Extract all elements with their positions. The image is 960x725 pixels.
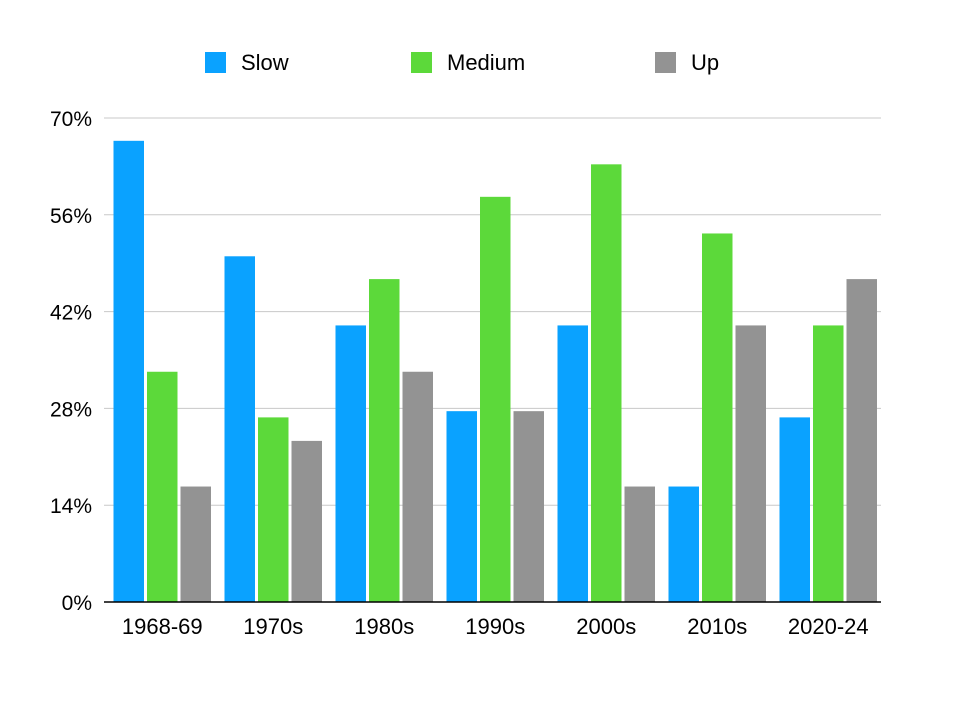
bar-up <box>180 486 211 602</box>
x-tick-label: 1968-69 <box>122 614 203 639</box>
bar-up <box>291 440 322 602</box>
bar-slow <box>779 417 810 602</box>
legend: Slow Medium Up <box>205 50 719 75</box>
bar-up <box>624 486 655 602</box>
bar-medium <box>702 233 733 602</box>
y-tick-label: 42% <box>50 302 92 325</box>
y-tick-label: 14% <box>50 495 92 518</box>
y-tick-label: 70% <box>50 108 92 131</box>
y-tick-label: 0% <box>62 592 92 615</box>
x-tick-label: 2020-24 <box>788 614 869 639</box>
legend-item-up: Up <box>655 50 719 75</box>
bar-up <box>735 325 766 602</box>
bar-slow <box>668 486 699 602</box>
legend-label: Slow <box>241 50 289 75</box>
bar-medium <box>147 371 178 602</box>
bar-medium <box>591 164 622 602</box>
bar-medium <box>813 325 844 602</box>
legend-item-slow: Slow <box>205 50 289 75</box>
bar-slow <box>224 256 255 602</box>
bar-medium <box>258 417 289 602</box>
axes: 0% 14% 28% 42% 56% 70% 1968-69 1970s 1980s 1990s 2… <box>50 108 881 639</box>
legend-swatch <box>411 52 432 73</box>
bars <box>113 140 877 602</box>
y-tick-label: 56% <box>50 205 92 228</box>
bar-slow <box>113 140 144 602</box>
legend-label: Medium <box>447 50 525 75</box>
bar-slow <box>335 325 366 602</box>
x-tick-label: 1980s <box>354 614 414 639</box>
bar-slow <box>446 411 477 602</box>
bar-up <box>846 279 877 602</box>
y-tick-label: 28% <box>50 398 92 421</box>
x-tick-label: 2000s <box>576 614 636 639</box>
x-tick-label: 1990s <box>465 614 525 639</box>
legend-item-medium: Medium <box>411 50 525 75</box>
bar-medium <box>369 279 400 602</box>
bar-medium <box>480 196 511 602</box>
bar-up <box>513 411 544 602</box>
bar-slow <box>557 325 588 602</box>
legend-swatch <box>655 52 676 73</box>
x-tick-label: 1970s <box>243 614 303 639</box>
x-tick-label: 2010s <box>687 614 747 639</box>
bar-up <box>402 371 433 602</box>
legend-label: Up <box>691 50 719 75</box>
legend-swatch <box>205 52 226 73</box>
